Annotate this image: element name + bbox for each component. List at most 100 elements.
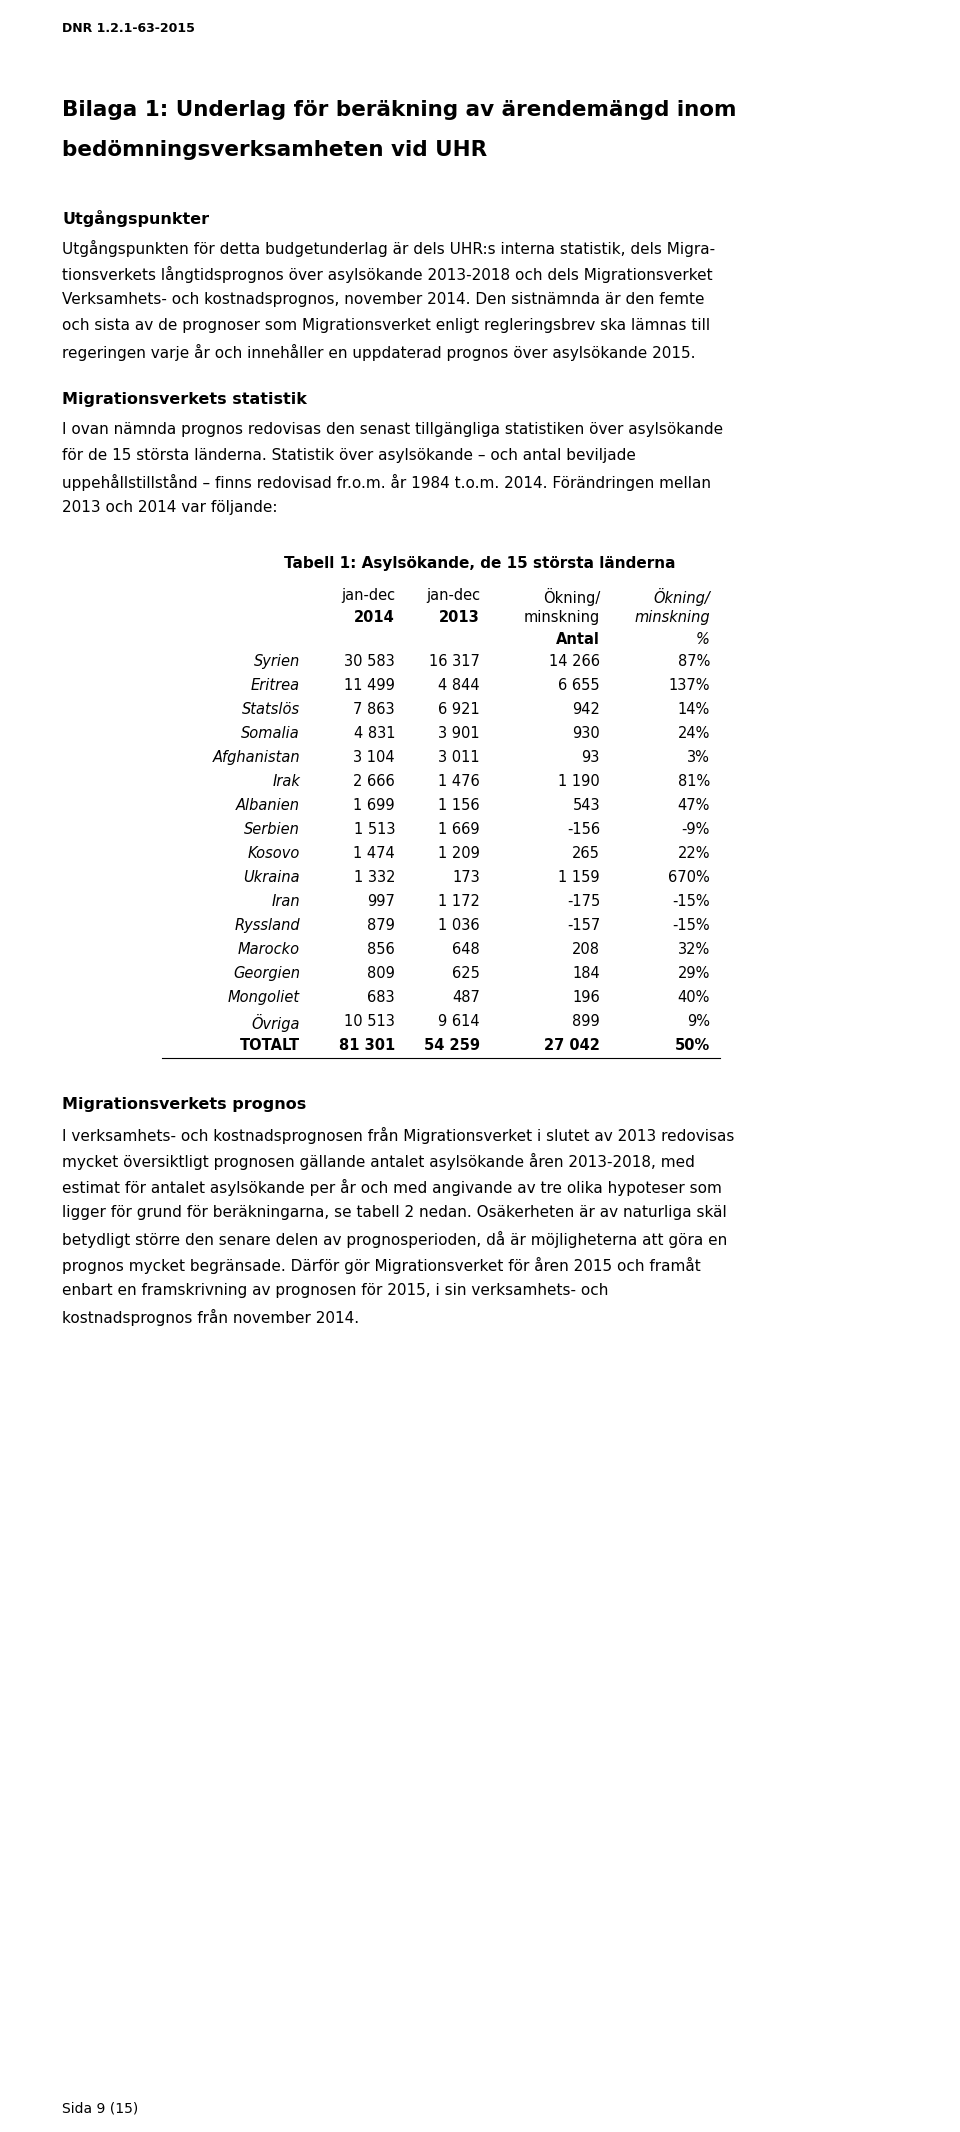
Text: 942: 942	[572, 701, 600, 716]
Text: 648: 648	[452, 942, 480, 957]
Text: minskning: minskning	[635, 610, 710, 625]
Text: -157: -157	[566, 919, 600, 934]
Text: estimat för antalet asylsökande per år och med angivande av tre olika hypoteser : estimat för antalet asylsökande per år o…	[62, 1179, 722, 1196]
Text: Serbien: Serbien	[244, 823, 300, 838]
Text: Irak: Irak	[272, 774, 300, 789]
Text: 6 655: 6 655	[559, 678, 600, 693]
Text: 1 669: 1 669	[439, 823, 480, 838]
Text: DNR 1.2.1-63-2015: DNR 1.2.1-63-2015	[62, 21, 195, 34]
Text: 184: 184	[572, 966, 600, 981]
Text: 24%: 24%	[678, 727, 710, 742]
Text: 3 104: 3 104	[353, 750, 395, 765]
Text: 670%: 670%	[668, 870, 710, 885]
Text: 50%: 50%	[675, 1038, 710, 1053]
Text: 47%: 47%	[678, 797, 710, 812]
Text: -9%: -9%	[682, 823, 710, 838]
Text: prognos mycket begränsade. Därför gör Migrationsverket för åren 2015 och framåt: prognos mycket begränsade. Därför gör Mi…	[62, 1258, 701, 1275]
Text: Antal: Antal	[556, 631, 600, 646]
Text: Ukraina: Ukraina	[244, 870, 300, 885]
Text: 1 159: 1 159	[559, 870, 600, 885]
Text: tionsverkets långtidsprognos över asylsökande 2013-2018 och dels Migrationsverke: tionsverkets långtidsprognos över asylsö…	[62, 266, 712, 284]
Text: 4 844: 4 844	[439, 678, 480, 693]
Text: 1 513: 1 513	[353, 823, 395, 838]
Text: Somalia: Somalia	[241, 727, 300, 742]
Text: betydligt större den senare delen av prognosperioden, då är möjligheterna att gö: betydligt större den senare delen av pro…	[62, 1230, 728, 1247]
Text: 6 921: 6 921	[439, 701, 480, 716]
Text: 11 499: 11 499	[344, 678, 395, 693]
Text: Ökning/: Ökning/	[653, 588, 710, 605]
Text: Afghanistan: Afghanistan	[212, 750, 300, 765]
Text: 1 209: 1 209	[438, 846, 480, 861]
Text: Marocko: Marocko	[238, 942, 300, 957]
Text: 2013: 2013	[440, 610, 480, 625]
Text: 4 831: 4 831	[353, 727, 395, 742]
Text: Sida 9 (15): Sida 9 (15)	[62, 2102, 138, 2115]
Text: Migrationsverkets statistik: Migrationsverkets statistik	[62, 392, 307, 407]
Text: 14%: 14%	[678, 701, 710, 716]
Text: 30 583: 30 583	[345, 655, 395, 669]
Text: och sista av de prognoser som Migrationsverket enligt regleringsbrev ska lämnas : och sista av de prognoser som Migrations…	[62, 318, 710, 333]
Text: 81 301: 81 301	[339, 1038, 395, 1053]
Text: -156: -156	[566, 823, 600, 838]
Text: 1 699: 1 699	[353, 797, 395, 812]
Text: 3%: 3%	[687, 750, 710, 765]
Text: Georgien: Georgien	[233, 966, 300, 981]
Text: Eritrea: Eritrea	[251, 678, 300, 693]
Text: TOTALT: TOTALT	[240, 1038, 300, 1053]
Text: I ovan nämnda prognos redovisas den senast tillgängliga statistiken över asylsök: I ovan nämnda prognos redovisas den sena…	[62, 422, 723, 437]
Text: 1 476: 1 476	[439, 774, 480, 789]
Text: jan-dec: jan-dec	[426, 588, 480, 603]
Text: 3 011: 3 011	[439, 750, 480, 765]
Text: kostnadsprognos från november 2014.: kostnadsprognos från november 2014.	[62, 1309, 359, 1326]
Text: 32%: 32%	[678, 942, 710, 957]
Text: Albanien: Albanien	[236, 797, 300, 812]
Text: 899: 899	[572, 1015, 600, 1030]
Text: 930: 930	[572, 727, 600, 742]
Text: 2014: 2014	[354, 610, 395, 625]
Text: Migrationsverkets prognos: Migrationsverkets prognos	[62, 1098, 306, 1113]
Text: 683: 683	[368, 989, 395, 1004]
Text: 809: 809	[367, 966, 395, 981]
Text: regeringen varje år och innehåller en uppdaterad prognos över asylsökande 2015.: regeringen varje år och innehåller en up…	[62, 343, 695, 360]
Text: mycket översiktligt prognosen gällande antalet asylsökande åren 2013-2018, med: mycket översiktligt prognosen gällande a…	[62, 1153, 695, 1170]
Text: Kosovo: Kosovo	[248, 846, 300, 861]
Text: Ökning/: Ökning/	[542, 588, 600, 605]
Text: jan-dec: jan-dec	[341, 588, 395, 603]
Text: Mongoliet: Mongoliet	[228, 989, 300, 1004]
Text: 625: 625	[452, 966, 480, 981]
Text: 1 172: 1 172	[438, 893, 480, 908]
Text: 2013 och 2014 var följande:: 2013 och 2014 var följande:	[62, 501, 277, 516]
Text: -175: -175	[566, 893, 600, 908]
Text: 22%: 22%	[678, 846, 710, 861]
Text: Iran: Iran	[272, 893, 300, 908]
Text: 40%: 40%	[678, 989, 710, 1004]
Text: ligger för grund för beräkningarna, se tabell 2 nedan. Osäkerheten är av naturli: ligger för grund för beräkningarna, se t…	[62, 1205, 727, 1220]
Text: 14 266: 14 266	[549, 655, 600, 669]
Text: Syrien: Syrien	[253, 655, 300, 669]
Text: 1 036: 1 036	[439, 919, 480, 934]
Text: 87%: 87%	[678, 655, 710, 669]
Text: Ryssland: Ryssland	[234, 919, 300, 934]
Text: 265: 265	[572, 846, 600, 861]
Text: Tabell 1: Asylsökande, de 15 största länderna: Tabell 1: Asylsökande, de 15 största län…	[284, 556, 676, 571]
Text: för de 15 största länderna. Statistik över asylsökande – och antal beviljade: för de 15 största länderna. Statistik öv…	[62, 448, 636, 463]
Text: 173: 173	[452, 870, 480, 885]
Text: 856: 856	[368, 942, 395, 957]
Text: 997: 997	[367, 893, 395, 908]
Text: I verksamhets- och kostnadsprognosen från Migrationsverket i slutet av 2013 redo: I verksamhets- och kostnadsprognosen frå…	[62, 1128, 734, 1145]
Text: 1 474: 1 474	[353, 846, 395, 861]
Text: 9%: 9%	[687, 1015, 710, 1030]
Text: 137%: 137%	[668, 678, 710, 693]
Text: -15%: -15%	[672, 893, 710, 908]
Text: 208: 208	[572, 942, 600, 957]
Text: enbart en framskrivning av prognosen för 2015, i sin verksamhets- och: enbart en framskrivning av prognosen för…	[62, 1283, 609, 1298]
Text: 1 190: 1 190	[559, 774, 600, 789]
Text: -15%: -15%	[672, 919, 710, 934]
Text: 10 513: 10 513	[344, 1015, 395, 1030]
Text: 7 863: 7 863	[353, 701, 395, 716]
Text: %: %	[696, 631, 710, 646]
Text: 27 042: 27 042	[544, 1038, 600, 1053]
Text: 81%: 81%	[678, 774, 710, 789]
Text: 2 666: 2 666	[353, 774, 395, 789]
Text: 1 332: 1 332	[353, 870, 395, 885]
